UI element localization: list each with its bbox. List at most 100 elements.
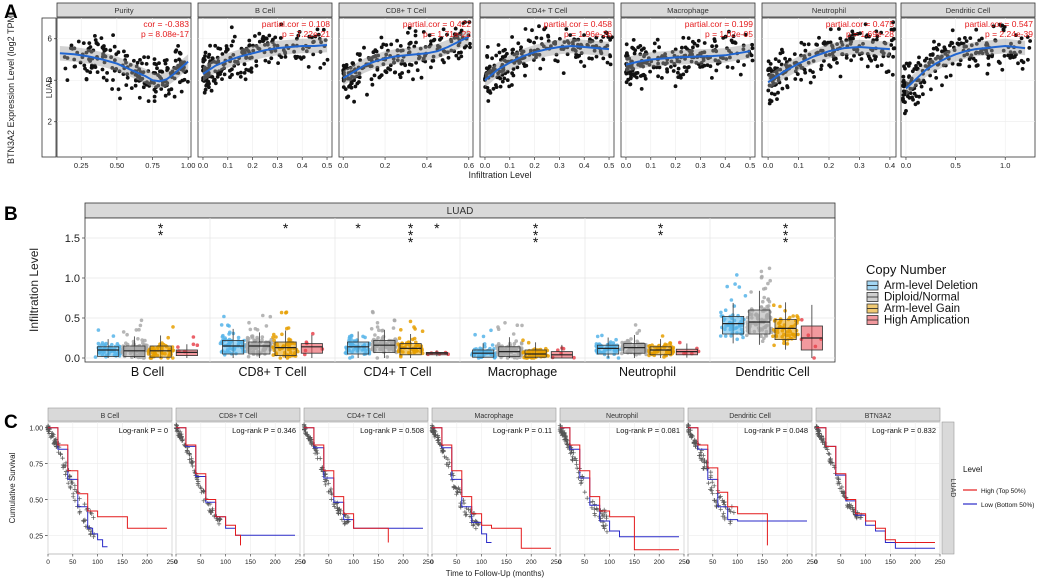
- data-point: [141, 85, 146, 90]
- data-point: [991, 24, 996, 29]
- data-point: [459, 54, 464, 59]
- data-point: [407, 26, 412, 30]
- data-point: [256, 46, 261, 51]
- jitter-point: [375, 325, 380, 329]
- data-point: [903, 100, 907, 104]
- data-point: [950, 28, 955, 33]
- censor-mark: [312, 446, 317, 451]
- x-tick-label: 250: [295, 559, 306, 566]
- data-point: [231, 53, 236, 57]
- data-point: [542, 27, 546, 32]
- jitter-point: [620, 351, 624, 356]
- data-point: [140, 61, 144, 66]
- data-point: [807, 52, 812, 57]
- data-point: [423, 45, 428, 49]
- significance-marker: ***: [533, 220, 539, 250]
- data-point: [502, 76, 507, 81]
- jitter-point: [515, 356, 519, 360]
- data-point: [65, 78, 70, 82]
- data-point: [172, 94, 177, 99]
- data-point: [239, 70, 243, 75]
- jitter-point: [768, 278, 772, 283]
- data-point: [315, 27, 320, 32]
- censor-mark: [589, 505, 595, 510]
- data-point: [823, 43, 828, 47]
- censor-mark: [435, 438, 440, 443]
- data-point: [579, 59, 583, 64]
- data-point: [571, 40, 575, 45]
- plot-frame: [815, 421, 941, 555]
- data-point: [244, 55, 249, 59]
- data-point: [806, 60, 811, 65]
- data-point: [628, 82, 633, 87]
- x-tick-label: 0.0: [480, 161, 490, 170]
- data-point: [882, 40, 887, 45]
- box: [149, 345, 172, 358]
- jitter-point: [134, 328, 139, 332]
- data-point: [283, 55, 288, 59]
- star: *: [533, 220, 539, 236]
- jitter-point: [483, 344, 487, 349]
- star: *: [533, 227, 539, 243]
- data-point: [321, 27, 326, 32]
- data-point: [904, 89, 909, 94]
- category-label: CD8+ T Cell: [239, 365, 307, 379]
- censor-mark: [712, 483, 717, 488]
- data-point: [875, 34, 880, 39]
- correlation-label: partial.cor = 0.422: [403, 19, 472, 29]
- censor-mark: [845, 502, 850, 508]
- censor-mark: [462, 509, 468, 515]
- data-point: [407, 42, 412, 46]
- x-tick-label: 0.2: [824, 161, 834, 170]
- data-point: [399, 61, 404, 66]
- data-point: [370, 82, 375, 87]
- censor-marks: [301, 422, 351, 527]
- data-point: [395, 48, 400, 53]
- data-point: [929, 59, 933, 64]
- jitter-point: [278, 356, 283, 360]
- data-point: [932, 39, 936, 44]
- censor-marks: [173, 422, 223, 527]
- jitter-point: [771, 334, 775, 339]
- correlation-label: partial.cor = 0.547: [965, 19, 1034, 29]
- category-neutrophil: [594, 323, 701, 360]
- jitter-point: [142, 356, 146, 360]
- data-point: [660, 76, 664, 80]
- category-cd8-t-cell: [218, 310, 325, 360]
- data-point: [203, 50, 208, 55]
- data-point: [626, 77, 631, 82]
- data-point: [459, 28, 464, 33]
- data-point: [485, 54, 489, 58]
- data-point: [778, 67, 783, 72]
- jitter-point: [508, 341, 512, 346]
- x-tick-label: 100: [92, 559, 103, 566]
- data-point: [917, 94, 922, 99]
- x-tick-label: 0: [686, 559, 690, 566]
- data-point: [272, 43, 277, 47]
- data-point: [159, 87, 164, 91]
- censor-mark: [194, 477, 200, 482]
- data-point: [850, 29, 855, 34]
- data-point: [429, 39, 433, 44]
- data-point: [261, 38, 266, 43]
- jitter-point: [762, 336, 766, 341]
- survival-curve-high: [304, 427, 389, 543]
- x-tick-label: 250: [679, 559, 690, 566]
- x-tick-label: 0.4: [579, 161, 589, 170]
- data-point: [904, 61, 909, 66]
- x-tick-label: 0: [430, 559, 434, 566]
- data-point: [316, 32, 321, 37]
- data-point: [768, 66, 772, 71]
- data-point: [914, 64, 918, 68]
- data-point: [228, 68, 232, 73]
- panel-c-survival-curves: Cumulative Survival0.250.500.751.00LUADB…: [8, 407, 1034, 578]
- jitter-point: [141, 341, 145, 345]
- censor-mark: [836, 479, 841, 485]
- censor-mark: [578, 478, 584, 483]
- data-point: [201, 76, 206, 81]
- data-point: [421, 58, 426, 63]
- data-point: [88, 45, 93, 49]
- censor-mark: [476, 522, 481, 527]
- data-point: [347, 84, 351, 89]
